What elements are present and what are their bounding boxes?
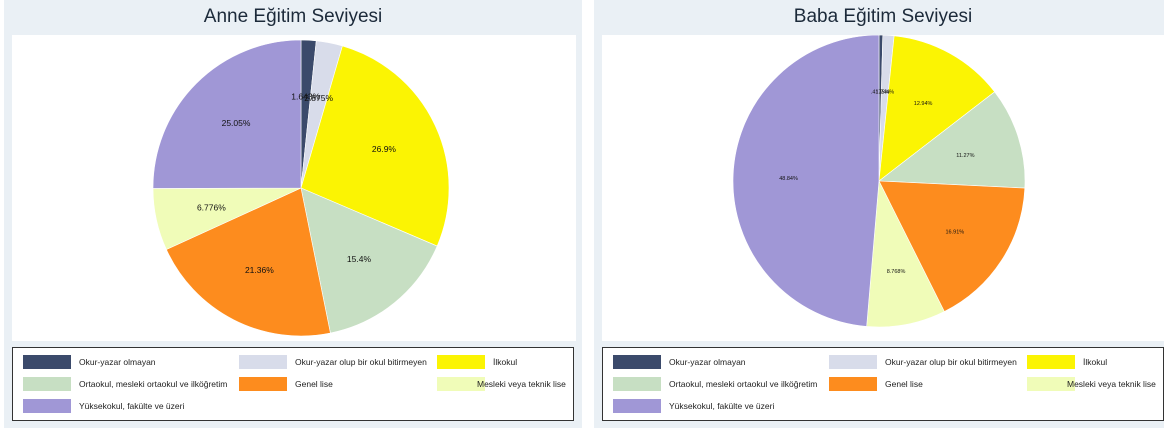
pie-slice-ortaokul-mesleki-ortaokul-ve-ilkogretim bbox=[300, 187, 438, 334]
legend-swatch bbox=[23, 377, 71, 391]
slice-value-label: 48.84% bbox=[779, 176, 798, 182]
slice-value-label: 25.05% bbox=[222, 118, 251, 128]
pie-slice-yuksekokul-fakulte-ve-uzeri bbox=[732, 35, 880, 327]
chart-title: Anne Eğitim Seviyesi bbox=[203, 6, 383, 27]
legend-label: Yüksekokul, fakülte ve üzeri bbox=[79, 401, 185, 411]
pie-slice-yuksekokul-fakulte-ve-uzeri bbox=[152, 39, 302, 189]
legend-swatch bbox=[239, 377, 287, 391]
legend-swatch bbox=[829, 377, 877, 391]
pie-slice-ortaokul-mesleki-ortaokul-ve-ilkogretim bbox=[878, 91, 1026, 189]
legend-swatch bbox=[23, 355, 71, 369]
legend-label: Okur-yazar olup bir okul bitirmeyen bbox=[295, 357, 427, 367]
slice-value-label: 12.94% bbox=[914, 101, 933, 107]
legend-swatch bbox=[1027, 377, 1075, 391]
pie-chart: 1.643%2.875% 26.9% 15.4% 21.36% 6.776% 25.05% bbox=[152, 39, 450, 337]
legend-swatch bbox=[829, 355, 877, 369]
pie-slice-genel-lise bbox=[878, 180, 1026, 312]
chart-panel-baba: Baba Eğitim Seviyesi .4175% 1.244% 12.94% 1… bbox=[594, 0, 1164, 428]
legend-swatch bbox=[437, 355, 485, 369]
plot-area: 1.643% 2.875% 26.9% 15.4% 21.36% 6.776% 25.05% bbox=[12, 35, 576, 341]
slice-value-label: 6.776% bbox=[197, 203, 226, 213]
legend-label: Genel lise bbox=[295, 379, 333, 389]
legend: Okur-yazar olmayan Okur-yazar olup bir ok… bbox=[602, 347, 1164, 421]
slice-value-label: 16.91% bbox=[946, 229, 965, 235]
slice-value-label: 2.875% bbox=[304, 93, 333, 103]
slice-value-label: 8.768% bbox=[887, 269, 906, 275]
legend-label: İlkokul bbox=[493, 357, 518, 367]
legend-label: Ortaokul, mesleki ortaokul ve ilköğretim bbox=[669, 379, 818, 389]
slice-value-label: 1.244% bbox=[876, 90, 895, 96]
legend-label: Yüksekokul, fakülte ve üzeri bbox=[669, 401, 775, 411]
plot-area: .4175% 1.244% 12.94% 11.27% 16.91% 8.768% 48.8… bbox=[602, 35, 1164, 341]
slice-value-label: 1.643% bbox=[291, 91, 320, 101]
legend-label: Genel lise bbox=[885, 379, 923, 389]
slice-value-label: 21.36% bbox=[245, 265, 274, 275]
legend-label: Okur-yazar olup bir okul bitirmeyen bbox=[885, 357, 1017, 367]
legend-swatch bbox=[613, 355, 661, 369]
legend-swatch bbox=[613, 399, 661, 413]
pie-chart: .4175%1.244% 12.94% 11.27% 16.91% 8.768% 48.8… bbox=[732, 35, 1026, 328]
legend-label: Okur-yazar olmayan bbox=[79, 357, 156, 367]
slice-value-label: 15.4% bbox=[347, 254, 372, 264]
pie-slice-genel-lise bbox=[166, 187, 331, 337]
chart-panel-anne: Anne Eğitim Seviyesi 1.643% 2.875% 26.9% 15… bbox=[4, 0, 582, 428]
legend-label: Mesleki veya teknik lise bbox=[477, 379, 566, 389]
legend-swatch bbox=[23, 399, 71, 413]
legend-swatch bbox=[1027, 355, 1075, 369]
slice-value-label: 11.27% bbox=[956, 153, 974, 159]
pie-slice-ilkokul bbox=[300, 45, 450, 247]
legend-label: Mesleki veya teknik lise bbox=[1067, 379, 1156, 389]
legend-label: Okur-yazar olmayan bbox=[669, 357, 746, 367]
pie-slice-ilkokul bbox=[878, 35, 996, 182]
legend-swatch bbox=[613, 377, 661, 391]
legend: Okur-yazar olmayan Okur-yazar olup bir ok… bbox=[12, 347, 574, 421]
chart-title: Baba Eğitim Seviyesi bbox=[793, 6, 973, 27]
legend-swatch bbox=[437, 377, 485, 391]
legend-label: Ortaokul, mesleki ortaokul ve ilköğretim bbox=[79, 379, 228, 389]
legend-swatch bbox=[239, 355, 287, 369]
slice-value-label: 26.9% bbox=[372, 144, 397, 154]
slice-value-label: .4175% bbox=[871, 89, 890, 95]
legend-label: İlkokul bbox=[1083, 357, 1108, 367]
